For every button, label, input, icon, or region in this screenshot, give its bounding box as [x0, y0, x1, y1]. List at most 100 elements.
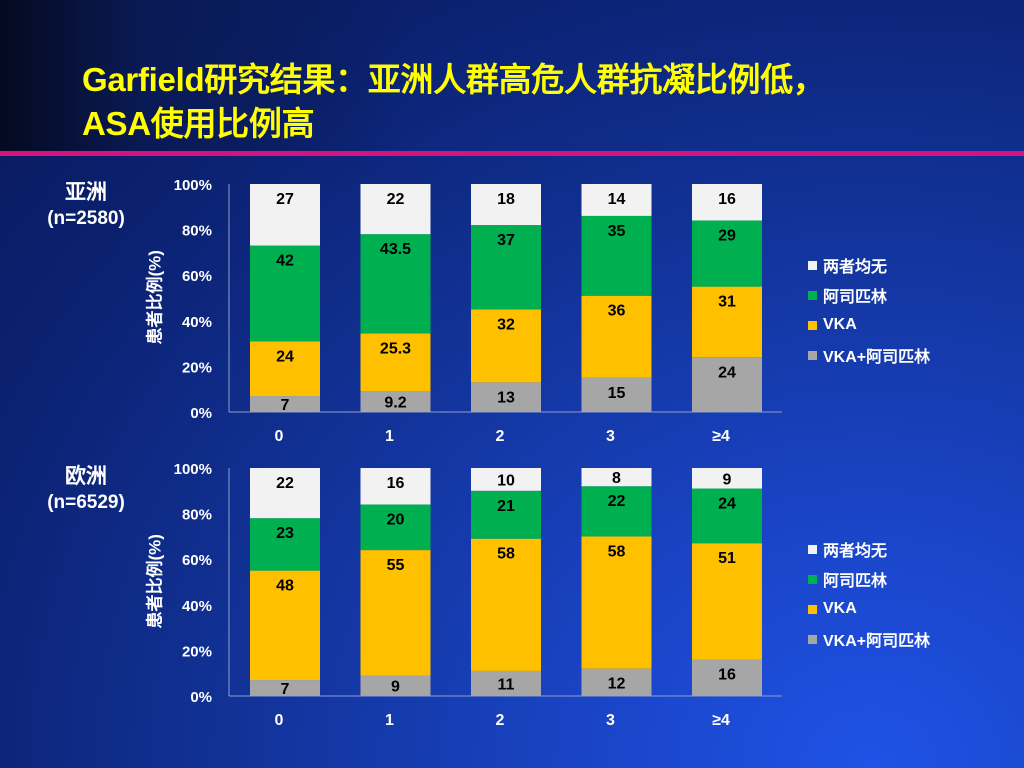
data-label-aspirin: 23	[276, 525, 294, 542]
y-tick-label: 60%	[182, 552, 212, 569]
bar-segment-vka	[471, 309, 541, 383]
stacked-bar-chart-asia: 0% 20% 40% 60% 80% 100% 7 24 42 27 0 9.2 25.3 43.5 22 1…	[174, 177, 782, 445]
legend-swatch-aspirin	[808, 574, 817, 584]
bar-segment-none	[360, 184, 431, 235]
legend-swatch-vka	[808, 320, 817, 330]
data-label-none: 16	[387, 475, 405, 492]
legend-item-vka: VKA	[808, 310, 1008, 340]
legend-europe: 两者均无 阿司匹林 VKA VKA+阿司匹林	[808, 534, 1008, 654]
data-label-none: 22	[276, 475, 294, 492]
y-tick-label: 80%	[182, 507, 212, 524]
data-label-aspirin: 21	[497, 498, 515, 515]
data-label-vka-aspirin: 24	[718, 364, 736, 381]
data-label-aspirin: 22	[608, 493, 626, 510]
legend-asia: 两者均无 阿司匹林 VKA VKA+阿司匹林	[808, 250, 1008, 370]
slide-title: Garfield研究结果：亚洲人群高危人群抗凝比例低， ASA使用比例高	[82, 58, 1012, 146]
bar-segment-aspirin	[581, 215, 652, 296]
legend-swatch-none	[808, 544, 817, 554]
legend-swatch-vka	[808, 604, 817, 614]
bar-segment-vka	[360, 333, 431, 392]
legend-item-aspirin: 阿司匹林	[808, 280, 1008, 310]
legend-label-vka: VKA	[823, 316, 857, 333]
legend-swatch-none	[808, 260, 817, 270]
data-label-vka: 48	[276, 578, 294, 595]
legend-label-vka: VKA	[823, 600, 857, 617]
data-label-none: 16	[718, 191, 736, 208]
legend-label-none: 两者均无	[823, 543, 888, 560]
bar-segment-aspirin	[692, 220, 762, 287]
header-shade	[0, 0, 1024, 152]
y-tick-label: 60%	[182, 268, 212, 285]
data-label-none: 14	[608, 191, 626, 208]
data-label-vka: 58	[497, 546, 515, 563]
y-tick-label: 40%	[182, 314, 212, 331]
region-name-europe: 欧洲	[65, 465, 107, 488]
legend-swatch-vka-aspirin	[808, 350, 817, 360]
bar-segment-vka-aspirin	[471, 382, 541, 412]
data-label-vka-aspirin: 16	[718, 667, 736, 684]
x-category-label: ≥4	[712, 712, 730, 729]
bar-segment-aspirin	[250, 518, 320, 571]
data-label-vka: 25.3	[380, 340, 411, 357]
data-label-vka: 24	[276, 348, 294, 365]
bar-segment-none	[360, 468, 431, 505]
data-label-vka-aspirin: 11	[498, 676, 515, 693]
data-label-vka-aspirin: 15	[608, 385, 626, 402]
bar-segment-aspirin	[471, 225, 541, 310]
data-label-none: 9	[723, 471, 732, 488]
legend-swatch-vka-aspirin	[808, 634, 817, 644]
bar-segment-vka	[250, 570, 320, 681]
stacked-bar-chart-europe: 0%20%40%60%80%100%7482322095520161115821…	[174, 461, 782, 729]
legend-swatch-aspirin	[808, 290, 817, 300]
x-category-label: 2	[496, 428, 505, 445]
bar-segment-vka-aspirin	[250, 680, 320, 696]
bar-segment-vka-aspirin	[581, 668, 652, 696]
legend-label-aspirin: 阿司匹林	[823, 289, 888, 306]
x-category-label: ≥4	[712, 428, 730, 445]
bar-segment-aspirin	[471, 490, 541, 539]
bar-segment-vka-aspirin	[360, 675, 431, 696]
bar-segment-vka	[581, 536, 652, 669]
bar-segment-vka-aspirin	[360, 391, 431, 412]
legend-label-none: 两者均无	[823, 259, 888, 276]
legend-item-aspirin: 阿司匹林	[808, 564, 1008, 594]
data-label-vka: 32	[497, 316, 515, 333]
slide-title-line-2: ASA使用比例高	[82, 105, 315, 142]
bar-segment-vka-aspirin	[692, 357, 762, 412]
legend-item-vka-aspirin: VKA+阿司匹林	[808, 340, 1008, 370]
bar-segment-vka-aspirin	[692, 659, 762, 696]
data-label-aspirin: 35	[608, 223, 626, 240]
bar-segment-vka	[692, 286, 762, 358]
bar-segment-vka-aspirin	[250, 396, 320, 412]
bar-segment-vka	[471, 538, 541, 671]
data-label-none: 27	[276, 191, 294, 208]
y-tick-label: 0%	[190, 689, 212, 706]
bar-segment-none	[250, 184, 320, 246]
bar-segment-none	[250, 468, 320, 519]
legend-item-vka-aspirin: VKA+阿司匹林	[808, 624, 1008, 654]
data-label-none: 18	[497, 191, 515, 208]
y-tick-label: 40%	[182, 598, 212, 615]
bar-segment-vka-aspirin	[581, 377, 652, 412]
bar-segment-none	[581, 184, 652, 216]
y-tick-label: 0%	[190, 405, 212, 422]
bar-segment-none	[692, 468, 762, 489]
data-label-vka: 51	[718, 550, 736, 567]
bar-segment-vka-aspirin	[471, 670, 541, 696]
y-tick-label: 100%	[174, 461, 212, 478]
data-label-aspirin: 42	[276, 253, 294, 270]
data-label-vka: 55	[387, 557, 405, 574]
data-label-none: 8	[612, 470, 621, 487]
legend-item-none: 两者均无	[808, 250, 1008, 280]
data-label-vka-aspirin: 13	[497, 389, 515, 406]
x-category-label: 1	[385, 712, 394, 729]
y-tick-label: 20%	[182, 643, 212, 660]
data-label-none: 10	[497, 472, 515, 489]
legend-item-none: 两者均无	[808, 534, 1008, 564]
region-sample-size-europe: (n=6529)	[47, 492, 125, 513]
bar-segment-aspirin	[360, 234, 431, 334]
data-label-vka-aspirin: 9.2	[384, 395, 406, 412]
bar-segment-aspirin	[581, 486, 652, 537]
bar-segment-aspirin	[250, 245, 320, 342]
y-tick-label: 20%	[182, 359, 212, 376]
